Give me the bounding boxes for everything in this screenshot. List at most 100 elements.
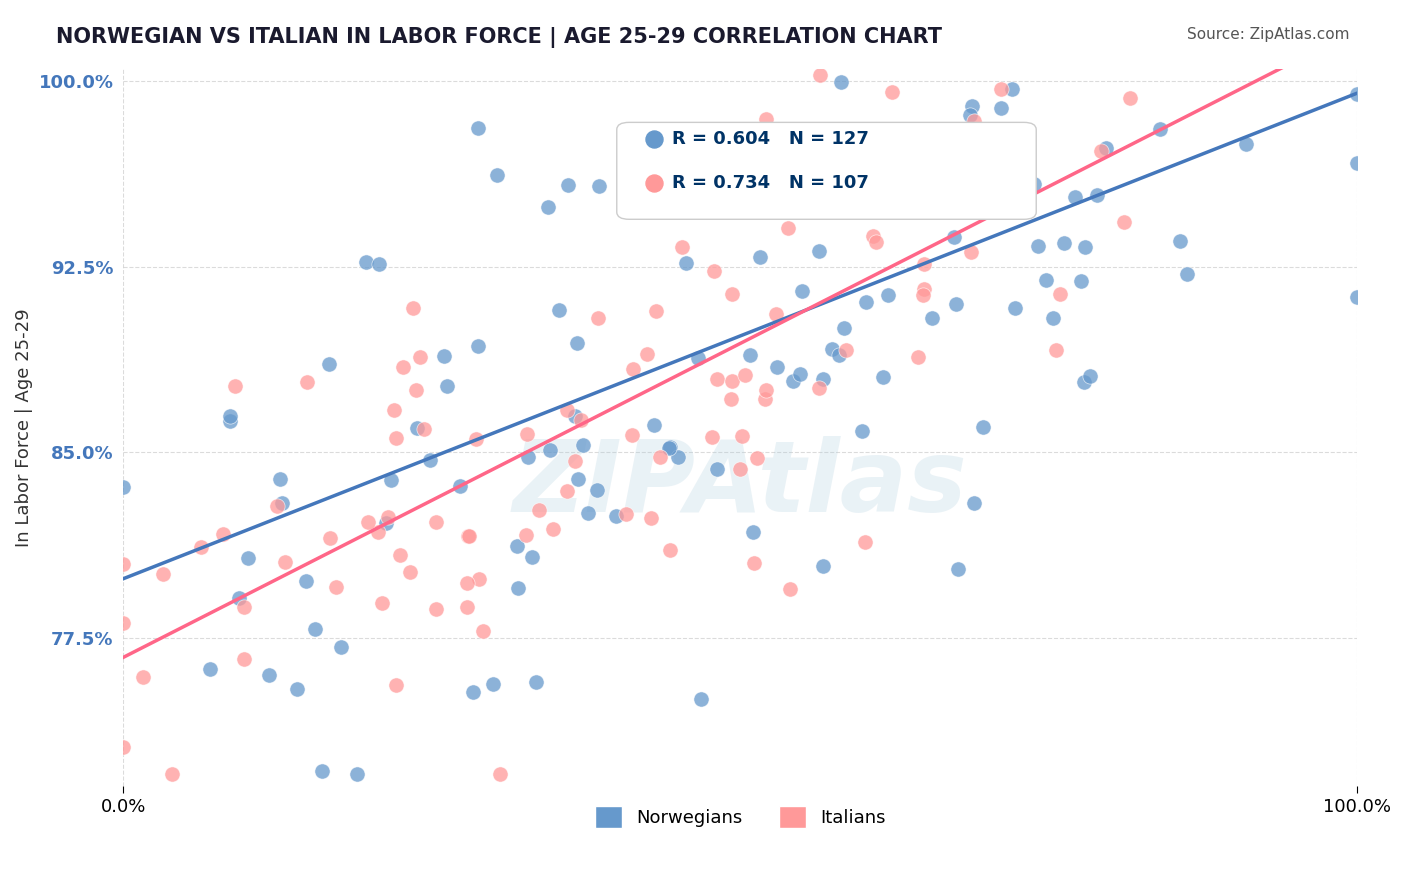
Point [1042,310,1064,325]
Point [882,85,904,99]
Point [238,550,260,565]
Point [768,49,790,63]
Point [132,670,155,684]
Point [112,480,135,494]
Point [515,528,537,542]
Point [274,555,297,569]
Point [112,557,135,571]
Text: Source: ZipAtlas.com: Source: ZipAtlas.com [1187,27,1350,42]
Point [1346,156,1368,170]
Point [1040,49,1063,63]
Point [319,531,342,545]
Point [614,507,637,521]
Point [959,108,981,122]
Point [295,375,318,389]
Point [433,349,456,363]
Point [872,370,894,384]
Point [1175,267,1198,281]
Point [228,591,250,606]
Text: NORWEGIAN VS ITALIAN IN LABOR FORCE | AGE 25-29 CORRELATION CHART: NORWEGIAN VS ITALIAN IN LABOR FORCE | AG… [56,27,942,48]
Point [1305,49,1327,63]
Point [779,582,801,596]
Point [709,190,731,204]
Point [905,204,928,219]
Point [482,676,505,690]
Point [988,145,1011,160]
Point [489,767,512,781]
Point [388,549,411,563]
Point [380,473,402,487]
Point [1074,240,1097,254]
Point [620,428,643,442]
Point [368,257,391,271]
Point [377,509,399,524]
Point [643,317,665,331]
Point [803,125,825,139]
Point [962,182,984,196]
Point [1346,290,1368,304]
Point [457,529,479,543]
Point [803,198,825,212]
Point [633,155,655,169]
Point [728,462,751,476]
Point [731,429,754,443]
Legend: Norwegians, Italians: Norwegians, Italians [588,798,893,835]
Point [876,288,898,302]
Point [402,301,425,316]
Point [536,201,558,215]
Point [569,413,592,427]
Point [962,113,984,128]
Point [384,678,406,692]
Point [962,496,984,510]
Point [907,350,929,364]
Point [851,424,873,438]
Point [1049,287,1071,301]
Text: ZIPAtlas: ZIPAtlas [513,436,967,533]
Point [329,640,352,655]
Point [524,675,547,690]
Point [588,310,610,325]
Point [1234,137,1257,152]
Point [367,525,389,540]
Point [675,255,697,269]
Point [1045,343,1067,357]
Point [696,189,718,203]
Point [1178,49,1201,63]
Point [855,295,877,310]
Point [702,430,724,444]
Point [957,155,980,169]
Point [911,287,934,301]
Point [516,427,538,442]
Point [834,343,856,358]
Point [702,159,724,173]
Point [224,379,246,393]
Point [647,143,669,157]
Point [548,302,571,317]
Point [233,652,256,666]
Point [969,180,991,194]
Point [527,503,550,517]
Point [734,368,756,383]
Point [425,515,447,529]
Point [754,392,776,407]
Point [776,221,799,235]
Point [782,374,804,388]
Point [506,581,529,595]
Point [555,484,578,499]
Point [318,357,340,371]
Point [1258,49,1281,63]
Point [643,470,665,484]
Point [828,348,851,362]
Point [468,573,491,587]
Point [565,335,588,350]
Point [754,112,776,127]
Point [830,75,852,89]
Point [190,540,212,554]
Point [425,601,447,615]
Point [266,499,288,513]
Point [564,409,586,424]
Point [946,561,969,575]
Point [1078,368,1101,383]
Point [808,381,831,395]
Point [409,351,432,365]
